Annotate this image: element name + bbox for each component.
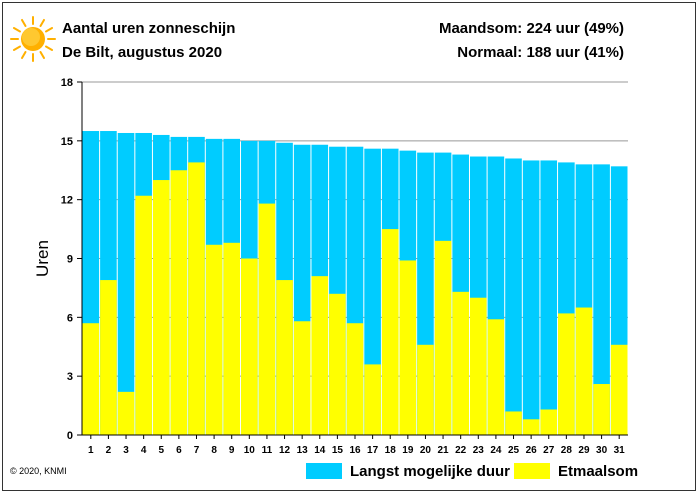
bar-actual-day-7: [188, 162, 205, 435]
x-tick-label: 25: [508, 445, 520, 456]
x-tick-label: 14: [314, 445, 326, 456]
sun-icon: [10, 16, 56, 62]
y-axis-label: Uren: [33, 240, 52, 277]
x-tick-label: 5: [158, 445, 164, 456]
x-tick-label: 27: [543, 445, 555, 456]
x-tick-label: 4: [141, 445, 147, 456]
x-tick-label: 1: [88, 445, 94, 456]
bar-actual-day-22: [452, 291, 469, 435]
x-tick-label: 2: [106, 445, 112, 456]
bar-actual-day-9: [223, 242, 241, 435]
y-tick-label: 12: [61, 195, 73, 207]
chart-title: Aantal uren zonneschijn: [62, 20, 236, 37]
x-tick-label: 18: [385, 445, 397, 456]
bar-max-day-30: [593, 164, 610, 435]
bar-actual-day-20: [417, 344, 434, 435]
y-tick-label: 3: [67, 371, 73, 383]
month-sum-label: Maandsom: 224 uur (49%): [438, 20, 624, 37]
normal-label: Normaal: 188 uur (41%): [457, 44, 624, 61]
x-tick-label: 20: [420, 445, 432, 456]
bar-actual-day-24: [487, 319, 505, 435]
legend-swatch-actual: [514, 463, 550, 479]
x-tick-label: 30: [596, 445, 608, 456]
bar-actual-day-26: [522, 419, 540, 435]
bar-max-day-27: [540, 160, 558, 435]
bar-actual-day-27: [540, 409, 558, 435]
x-tick-label: 7: [194, 445, 200, 456]
x-tick-label: 8: [211, 445, 217, 456]
bar-actual-day-8: [205, 244, 223, 435]
bar-actual-day-15: [329, 293, 346, 435]
copyright-text: © 2020, KNMI: [10, 466, 67, 476]
bar-actual-day-10: [241, 258, 258, 435]
bar-actual-day-30: [593, 384, 610, 435]
bar-actual-day-2: [100, 280, 117, 435]
bar-actual-day-14: [311, 276, 329, 435]
bar-actual-day-21: [434, 240, 452, 435]
x-tick-label: 6: [176, 445, 182, 456]
bar-actual-day-23: [469, 297, 487, 435]
bar-actual-day-6: [170, 170, 188, 435]
bar-max-day-17: [364, 148, 381, 435]
y-tick-label: 9: [67, 254, 73, 266]
x-tick-label: 10: [244, 445, 256, 456]
bar-actual-day-5: [152, 180, 170, 435]
x-tick-label: 19: [402, 445, 414, 456]
x-tick-label: 11: [262, 445, 273, 456]
x-tick-label: 9: [229, 445, 235, 456]
legend-item-actual: Etmaalsom: [514, 462, 638, 480]
bar-actual-day-11: [258, 203, 276, 435]
x-tick-label: 22: [455, 445, 467, 456]
x-tick-label: 13: [297, 445, 309, 456]
bar-max-day-25: [505, 158, 522, 435]
x-tick-label: 31: [614, 445, 626, 456]
bar-actual-day-4: [135, 195, 152, 435]
bar-actual-day-1: [82, 323, 100, 435]
chart-subtitle: De Bilt, augustus 2020: [62, 44, 223, 61]
x-tick-label: 21: [438, 445, 450, 456]
bar-actual-day-25: [505, 411, 522, 435]
bar-actual-day-18: [381, 229, 399, 435]
bar-actual-day-31: [610, 344, 628, 435]
x-tick-label: 24: [490, 445, 502, 456]
legend-swatch-max: [306, 463, 342, 479]
x-tick-label: 12: [279, 445, 291, 456]
bar-actual-day-17: [364, 364, 381, 435]
x-tick-label: 26: [526, 445, 538, 456]
legend-item-max: Langst mogelijke duur: [306, 462, 510, 480]
x-tick-label: 23: [473, 445, 485, 456]
bar-actual-day-29: [575, 307, 593, 435]
bar-actual-day-28: [558, 313, 575, 435]
y-tick-label: 0: [67, 430, 73, 442]
y-tick-label: 6: [67, 312, 73, 324]
x-tick-label: 17: [367, 445, 379, 456]
legend-label-max: Langst mogelijke duur: [350, 462, 511, 480]
y-tick-label: 15: [61, 136, 73, 148]
bar-actual-day-13: [293, 321, 311, 435]
x-tick-label: 3: [123, 445, 129, 456]
x-tick-label: 16: [349, 445, 361, 456]
bar-actual-day-12: [276, 280, 293, 435]
bar-max-day-3: [117, 132, 135, 435]
x-tick-label: 15: [332, 445, 344, 456]
legend-label-actual: Etmaalsom: [558, 462, 639, 480]
bar-max-day-26: [522, 160, 540, 435]
x-tick-label: 28: [561, 445, 573, 456]
bar-actual-day-16: [346, 323, 364, 435]
x-tick-label: 29: [578, 445, 590, 456]
y-tick-label: 18: [61, 77, 73, 89]
bar-actual-day-19: [399, 260, 417, 435]
bar-actual-day-3: [117, 391, 135, 435]
